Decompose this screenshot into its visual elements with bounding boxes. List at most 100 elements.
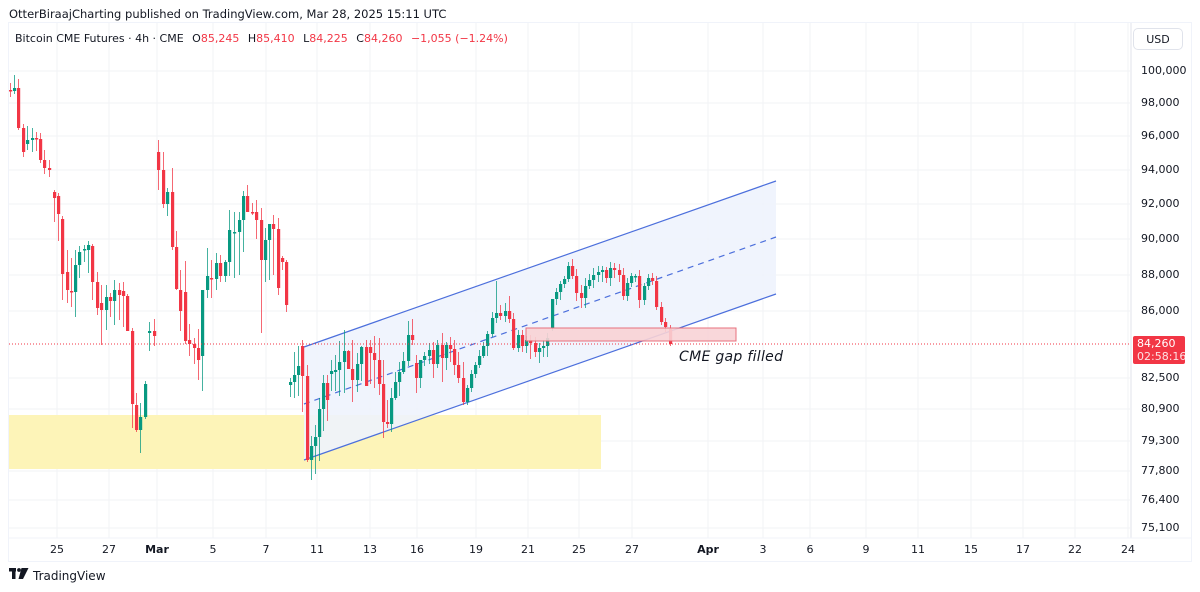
candle-body-bullish	[318, 409, 322, 437]
candle-body-bearish	[521, 335, 525, 346]
candle-body-bearish	[184, 292, 188, 341]
candle-body-bullish	[491, 318, 495, 334]
candle-body-bearish	[512, 319, 516, 348]
candle-body-bullish	[233, 232, 237, 234]
candle-body-bearish	[660, 307, 664, 322]
candle-body-bullish	[551, 299, 555, 328]
channel-upper-line	[303, 180, 777, 348]
candle-body-bearish	[462, 378, 466, 402]
candle-body-bearish	[53, 192, 57, 198]
candle-body-bearish	[171, 192, 175, 247]
last-price-badge: 84,260 02:58:16	[1133, 336, 1187, 364]
candle-body-bullish	[87, 245, 91, 250]
candle-body-bearish	[651, 278, 655, 281]
candle-body-bullish	[567, 266, 571, 279]
candle-body-bullish	[555, 292, 559, 299]
candle-body-bullish	[215, 263, 219, 279]
time-tick-label: 19	[469, 543, 483, 556]
candle-body-bearish	[197, 348, 201, 360]
candle-body-bullish	[293, 375, 297, 382]
time-tick-label: 3	[759, 543, 767, 556]
candle-body-bullish	[584, 286, 588, 298]
candle-body-bullish	[322, 383, 326, 409]
candle-body-bullish	[238, 220, 242, 232]
time-tick-label: 7	[262, 543, 270, 556]
candle-body-bearish	[369, 347, 373, 353]
candle-body-bullish	[609, 268, 613, 278]
candle-body-bullish	[201, 290, 205, 356]
candle-body-bearish	[457, 365, 461, 378]
candle-body-bearish	[580, 293, 584, 298]
candle-body-bullish	[314, 437, 318, 446]
change-value: −1,055 (−1.24%)	[410, 32, 508, 45]
candle-body-bearish	[534, 343, 538, 352]
price-tick-label: 80,900	[1141, 402, 1180, 415]
price-tick-label: 96,000	[1141, 129, 1180, 142]
candle-body-bullish	[495, 313, 499, 318]
time-tick-label: Apr	[697, 543, 719, 556]
candle-body-bearish	[655, 281, 659, 307]
candle-body-bullish	[390, 398, 394, 424]
candle-body-bullish	[592, 275, 596, 280]
candle-body-bearish	[613, 268, 617, 270]
candle-body-bearish	[272, 224, 276, 229]
candle-body-bullish	[474, 365, 478, 374]
candle-body-bearish	[57, 196, 61, 214]
candle-body-bullish	[419, 360, 423, 378]
candle-body-bearish	[153, 331, 157, 336]
price-tick-label: 94,000	[1141, 163, 1180, 176]
high-value: 85,410	[256, 32, 295, 45]
candle-body-bullish	[601, 270, 605, 272]
time-tick-label: 15	[964, 543, 978, 556]
candle-body-bearish	[277, 229, 281, 288]
time-tick-label: 17	[1016, 543, 1030, 556]
candle-body-bearish	[386, 422, 390, 424]
close-label: C	[356, 32, 364, 45]
candle-body-bullish	[144, 384, 148, 417]
price-tick-label: 92,000	[1141, 197, 1180, 210]
candle-body-bearish	[175, 247, 179, 289]
tradingview-brand[interactable]: TradingView	[33, 569, 106, 583]
candle-body-bullish	[78, 252, 82, 265]
candle-body-bullish	[334, 370, 338, 372]
candle-body-bullish	[643, 286, 647, 300]
candle-body-bullish	[264, 240, 268, 260]
candle-body-bearish	[347, 351, 351, 369]
candle-body-bullish	[394, 382, 398, 398]
last-price-value: 84,260	[1137, 337, 1176, 350]
candle-body-bullish	[338, 362, 342, 370]
candle-body-bearish	[411, 335, 415, 340]
candle-body-bullish	[445, 345, 449, 358]
candle-body-bearish	[61, 219, 65, 274]
candle-body-bearish	[246, 196, 250, 212]
candle-body-bullish	[113, 290, 117, 301]
candle-body-bearish	[575, 276, 579, 293]
time-tick-label: 25	[572, 543, 586, 556]
candle-body-bearish	[22, 128, 26, 152]
time-tick-label: 22	[1068, 543, 1082, 556]
candle-body-bullish	[423, 356, 427, 360]
price-tick-label: 75,100	[1141, 521, 1180, 534]
candle-body-bullish	[289, 382, 293, 385]
candle-body-bullish	[428, 350, 432, 356]
price-tick-label: 77,800	[1141, 464, 1180, 477]
candle-body-bullish	[360, 347, 364, 364]
candle-body-bullish	[206, 276, 210, 290]
candle-body-bullish	[436, 345, 440, 364]
bar-countdown: 02:58:16	[1137, 350, 1187, 363]
currency-button[interactable]: USD	[1133, 28, 1183, 50]
candle-body-bearish	[118, 290, 122, 295]
candle-body-bearish	[453, 349, 457, 365]
price-tick-label: 86,000	[1141, 304, 1180, 317]
candle-body-bullish	[588, 280, 592, 286]
candle-body-bearish	[664, 322, 668, 327]
candle-body-bearish	[618, 270, 622, 275]
candle-body-bearish	[100, 303, 104, 310]
symbol-title[interactable]: Bitcoin CME Futures · 4h · CME	[15, 32, 184, 45]
candle-body-bearish	[378, 360, 382, 384]
candle-body-bearish	[39, 139, 43, 160]
price-tick-label: 90,000	[1141, 232, 1180, 245]
candle-body-bullish	[268, 224, 272, 240]
candle-body-bullish	[647, 278, 651, 286]
